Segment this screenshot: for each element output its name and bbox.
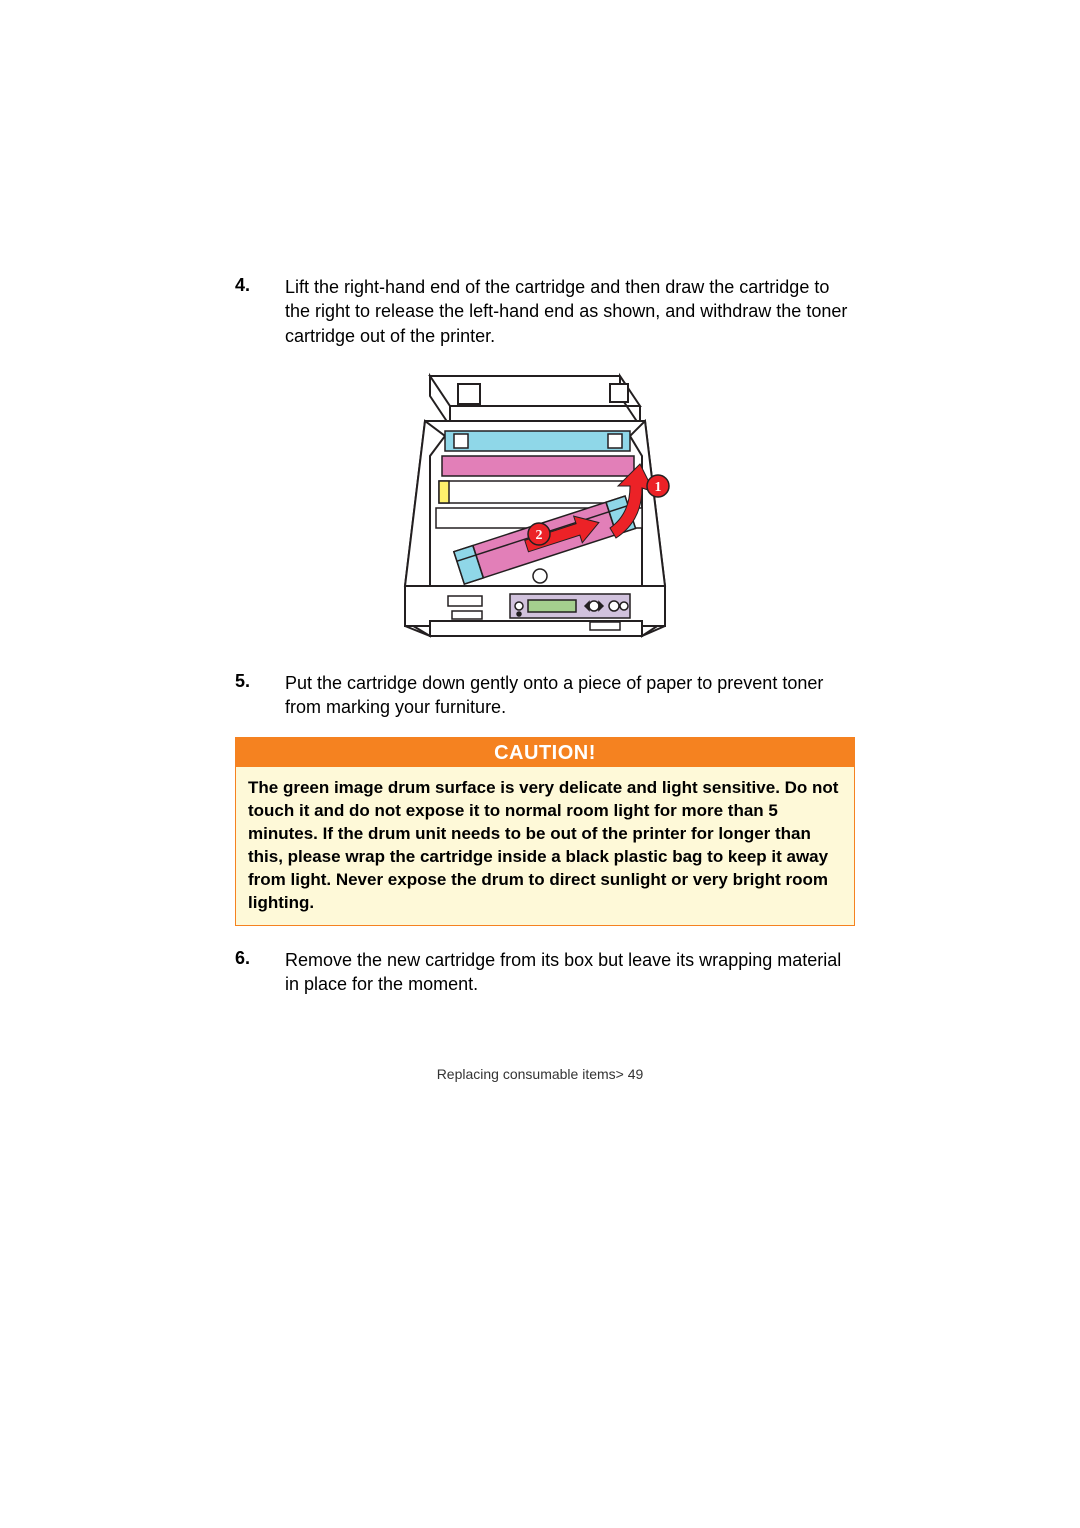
step-number: 4. (235, 275, 285, 296)
svg-text:1: 1 (655, 480, 662, 495)
step-5: 5. Put the cartridge down gently onto a … (235, 671, 855, 720)
figure-badge-2: 2 (528, 523, 550, 545)
figure-badge-1: 1 (647, 475, 669, 497)
caution-body: The green image drum surface is very del… (236, 767, 854, 925)
step-text: Lift the right-hand end of the cartridge… (285, 275, 855, 348)
step-text: Remove the new cartridge from its box bu… (285, 948, 855, 997)
step-number: 5. (235, 671, 285, 692)
document-page: 4. Lift the right-hand end of the cartri… (0, 0, 1080, 1528)
printer-diagram-svg: 1 2 (390, 366, 700, 656)
step-4: 4. Lift the right-hand end of the cartri… (235, 275, 855, 348)
step-6: 6. Remove the new cartridge from its box… (235, 948, 855, 997)
printer-figure: 1 2 (235, 366, 855, 661)
caution-box: CAUTION! The green image drum surface is… (235, 737, 855, 926)
step-text: Put the cartridge down gently onto a pie… (285, 671, 855, 720)
step-number: 6. (235, 948, 285, 969)
page-footer: Replacing consumable items> 49 (0, 1066, 1080, 1082)
svg-text:2: 2 (536, 528, 543, 543)
caution-header: CAUTION! (236, 738, 854, 767)
